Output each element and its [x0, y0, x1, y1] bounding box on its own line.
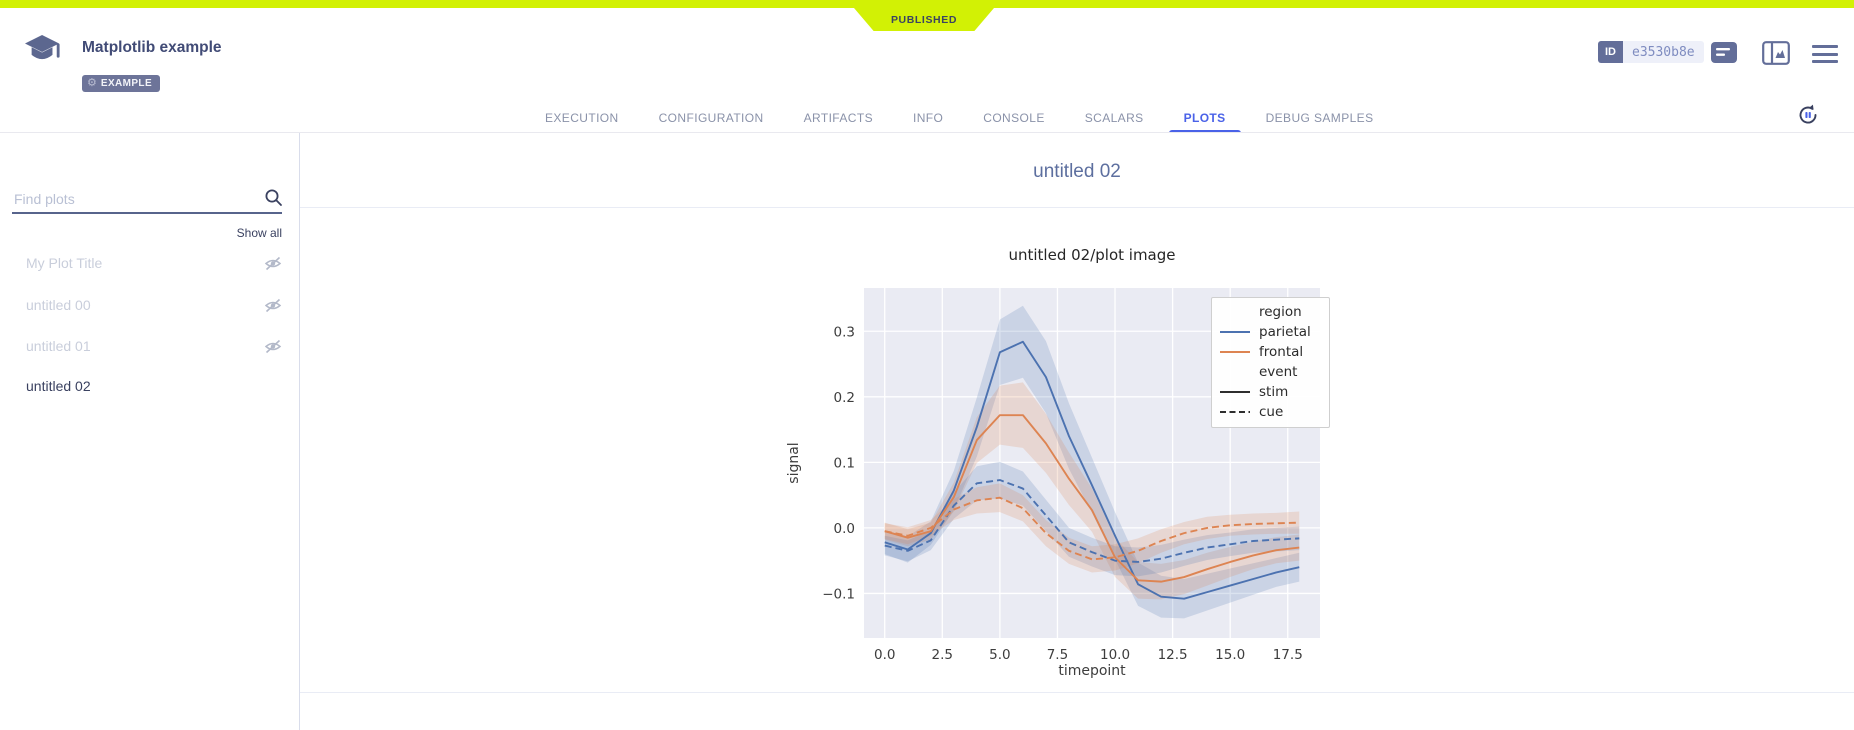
legend-row-stim: stim: [1220, 382, 1321, 402]
auto-refresh-toggle-icon[interactable]: [1796, 103, 1820, 127]
y-tick-label: 0.3: [834, 324, 855, 340]
search-icon[interactable]: [264, 188, 284, 208]
plot-search: [12, 186, 284, 214]
plot-item-label: untitled 00: [26, 297, 91, 313]
series-line-frontal-stim: [884, 414, 1300, 583]
plot-item-label: untitled 01: [26, 338, 91, 354]
tab-bar: EXECUTION CONFIGURATION ARTIFACTS INFO C…: [545, 104, 1374, 133]
hamburger-bar: [1812, 60, 1838, 63]
show-all-link[interactable]: Show all: [236, 226, 282, 240]
x-tick-label: 12.5: [1158, 647, 1188, 663]
series-line-frontal-cue: [884, 496, 1300, 561]
legend-line-swatch: [1220, 409, 1250, 415]
split-panel-chart-icon[interactable]: [1762, 41, 1790, 65]
chart-xlabel: timepoint: [1058, 663, 1126, 679]
details-list-icon[interactable]: [1710, 41, 1738, 65]
id-value: e3530b8e: [1623, 41, 1704, 63]
legend-label: event: [1259, 364, 1298, 380]
experiment-title: Matplotlib example: [82, 39, 222, 56]
y-tick-label: −0.1: [822, 586, 855, 602]
id-badge: ID: [1598, 41, 1623, 63]
legend-row-frontal: frontal: [1220, 342, 1321, 362]
header-divider: [0, 132, 1854, 133]
tab-execution[interactable]: EXECUTION: [545, 111, 619, 125]
legend-line-swatch: [1220, 349, 1250, 355]
y-tick-label: 0.1: [834, 455, 855, 471]
plot-item-label: untitled 02: [26, 378, 91, 394]
confidence-band: [884, 483, 1300, 573]
x-tick-label: 2.5: [932, 647, 953, 663]
legend-row-cue: cue: [1220, 402, 1321, 422]
chart-title: untitled 02/plot image: [1008, 246, 1176, 264]
experiment-id[interactable]: ID e3530b8e: [1598, 41, 1704, 63]
tab-configuration[interactable]: CONFIGURATION: [658, 111, 764, 125]
eye-off-icon[interactable]: [264, 298, 282, 313]
legend-row-region: region: [1220, 302, 1321, 322]
y-tick-label: 0.2: [834, 390, 855, 406]
chart-legend: region parietal frontal event stim cue: [1211, 297, 1330, 428]
legend-label: region: [1259, 304, 1302, 320]
search-input[interactable]: [12, 186, 260, 212]
project-tag-label: EXAMPLE: [100, 78, 153, 89]
legend-line-swatch: [1220, 329, 1250, 335]
x-tick-label: 17.5: [1273, 647, 1303, 663]
legend-label: frontal: [1259, 344, 1304, 360]
tab-info[interactable]: INFO: [912, 111, 944, 125]
series-line-parietal-stim: [884, 340, 1300, 600]
eye-off-icon[interactable]: [264, 256, 282, 271]
sidebar-item-untitled-00[interactable]: untitled 00: [26, 294, 282, 316]
legend-label: parietal: [1259, 324, 1311, 340]
sidebar-item-untitled-02[interactable]: untitled 02: [26, 375, 282, 397]
confidence-band: [884, 382, 1300, 600]
hamburger-bar: [1812, 52, 1838, 56]
search-underline: [12, 212, 282, 214]
plot-group-title: untitled 02: [1033, 161, 1121, 182]
x-tick-label: 0.0: [874, 647, 895, 663]
tab-console[interactable]: CONSOLE: [983, 111, 1045, 125]
status-ribbon: PUBLISHED: [854, 8, 994, 31]
confidence-band: [884, 305, 1300, 619]
series-line-parietal-cue: [884, 479, 1300, 563]
confidence-band: [884, 461, 1300, 577]
status-bar: [0, 0, 1854, 8]
x-tick-label: 5.0: [989, 647, 1010, 663]
tab-plots[interactable]: PLOTS: [1168, 111, 1241, 133]
sidebar-divider: [299, 133, 300, 730]
x-tick-label: 10.0: [1100, 647, 1130, 663]
x-tick-label: 15.0: [1215, 647, 1245, 663]
tab-artifacts[interactable]: ARTIFACTS: [803, 111, 873, 125]
plot-item-label: My Plot Title: [26, 255, 103, 271]
hamburger-bar: [1812, 45, 1838, 48]
chart-ylabel: signal: [786, 442, 802, 484]
app-logo-icon: [25, 34, 60, 60]
eye-off-icon[interactable]: [264, 339, 282, 354]
y-tick-label: 0.0: [834, 521, 855, 537]
project-tag[interactable]: ⚙ EXAMPLE: [82, 75, 161, 92]
status-ribbon-label: PUBLISHED: [890, 13, 958, 26]
sidebar-item-my-plot-title[interactable]: My Plot Title: [26, 252, 282, 274]
sidebar-item-untitled-01[interactable]: untitled 01: [26, 335, 282, 357]
tab-debug-samples[interactable]: DEBUG SAMPLES: [1265, 111, 1374, 125]
plot-panel-border: [300, 692, 1854, 693]
gear-icon: ⚙: [87, 77, 97, 89]
legend-label: cue: [1259, 404, 1284, 420]
legend-row-event: event: [1220, 362, 1321, 382]
legend-line-swatch: [1220, 389, 1250, 395]
legend-label: stim: [1259, 384, 1289, 400]
plot-panel-border: [300, 207, 1854, 208]
tab-scalars[interactable]: SCALARS: [1084, 111, 1144, 125]
x-tick-label: 7.5: [1047, 647, 1068, 663]
hamburger-menu-icon[interactable]: [1812, 45, 1838, 68]
legend-row-parietal: parietal: [1220, 322, 1321, 342]
